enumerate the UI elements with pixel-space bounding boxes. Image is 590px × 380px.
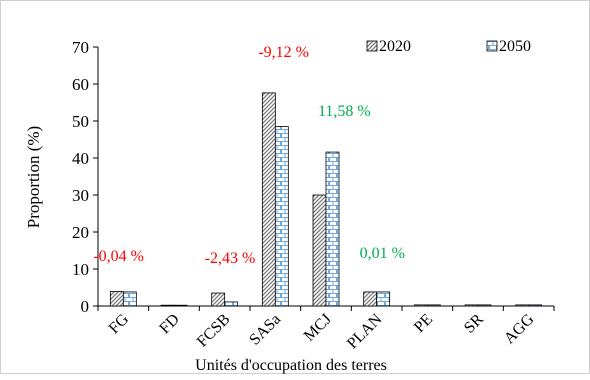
annotations: -0,04 % -2,43 % -9,12 % 11,58 % 0,01 % (93, 44, 405, 267)
bar-2020-fcsb (211, 292, 226, 307)
bar-2020-plan (363, 291, 378, 307)
y-tick-label: 10 (72, 260, 89, 279)
legend-swatch-2050 (486, 40, 498, 52)
x-tick-label-sasa: SASa (246, 311, 284, 349)
y-tick-label: 20 (72, 223, 89, 242)
x-tick-label-pe: PE (411, 311, 436, 336)
annotation-sasa: -9,12 % (258, 44, 309, 61)
bar-2020-sr (464, 304, 479, 307)
x-tick-label-agg: AGG (501, 310, 538, 347)
bar-2050-mcj (325, 151, 340, 307)
bar-2050-pe (426, 304, 441, 307)
y-tick-label: 30 (72, 186, 89, 205)
annotation-fcsb: -2,43 % (205, 250, 256, 267)
x-tick-label-fcsb: FCSB (194, 311, 234, 351)
x-axis-title: Unités d'occupation des terres (195, 357, 387, 374)
bar-2020-mcj (312, 194, 327, 307)
bar-2020-fd (160, 304, 175, 307)
bar-2050-fg (122, 291, 137, 307)
legend: 2020 2050 (366, 38, 531, 55)
y-ticks: 0 10 20 30 40 50 60 70 (72, 38, 98, 316)
bars (109, 92, 543, 307)
x-tick-label-mcj: MCJ (301, 311, 335, 345)
x-tick-label-sr: SR (461, 311, 487, 337)
annotation-fg: -0,04 % (93, 248, 144, 265)
bar-2050-sr (477, 304, 492, 307)
y-tick-label: 50 (72, 112, 89, 131)
legend-label-2020: 2020 (379, 38, 411, 55)
annotation-mcj: 11,58 % (318, 103, 371, 120)
x-tick-label-fd: FD (156, 311, 182, 337)
bar-2020-fg (109, 291, 124, 307)
y-tick-label: 60 (72, 75, 89, 94)
y-tick-label: 0 (81, 297, 90, 316)
x-ticks: FG FD FCSB SASa MCJ PLAN PE SR AGG (97, 306, 555, 352)
x-tick-label-fg: FG (106, 310, 133, 337)
bar-2050-sasa (274, 126, 289, 307)
bar-2020-agg (515, 304, 530, 307)
bar-2020-sasa (261, 92, 276, 307)
y-tick-label: 70 (72, 38, 89, 57)
bar-2050-fd (173, 304, 188, 307)
annotation-plan: 0,01 % (360, 245, 405, 262)
bar-2050-fcsb (224, 301, 239, 307)
x-tick-label-plan: PLAN (344, 310, 386, 352)
y-tick-label: 40 (72, 149, 89, 168)
y-axis-title: Proportion (%) (24, 126, 43, 228)
bar-2050-plan (376, 291, 391, 307)
bar-2020-pe (413, 304, 428, 307)
bar-2050-agg (528, 304, 543, 307)
legend-swatch-2020 (366, 40, 378, 52)
legend-label-2050: 2050 (499, 38, 531, 55)
